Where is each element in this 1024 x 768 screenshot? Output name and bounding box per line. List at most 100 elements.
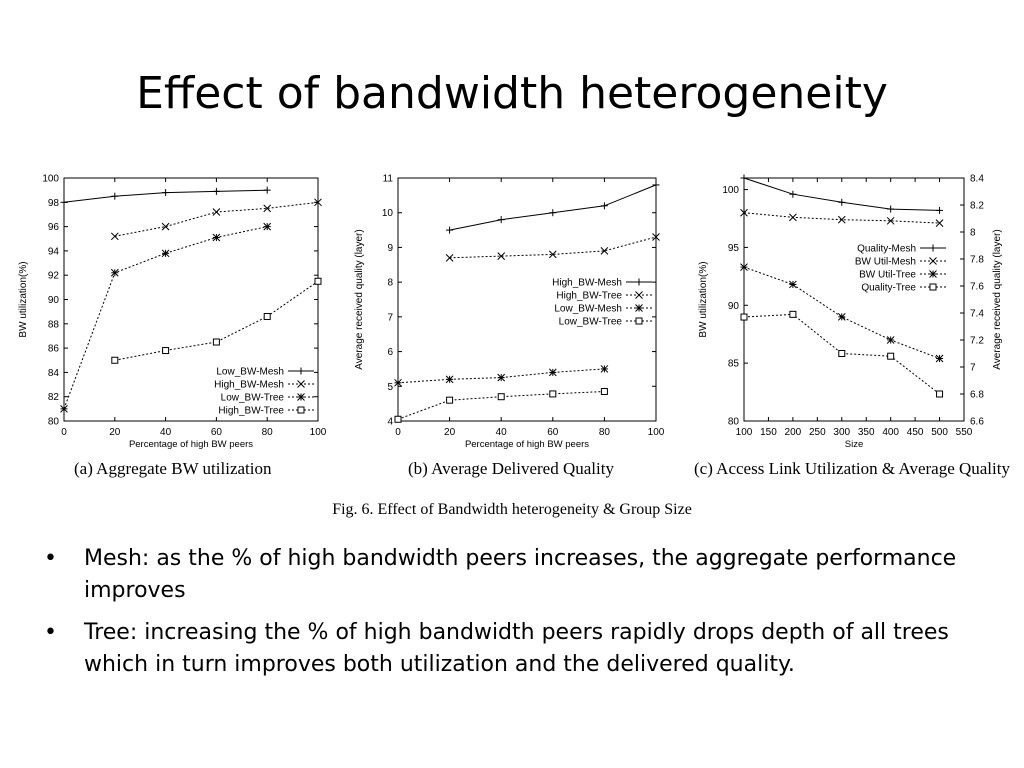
data-point-star	[161, 249, 170, 258]
plot-frame	[743, 177, 965, 422]
legend-label: BW Util-Mesh	[855, 257, 916, 268]
x-tick-label: 100	[310, 427, 327, 438]
x-axis-label: Percentage of high BW peers	[129, 439, 253, 450]
legend-marker-star	[297, 393, 305, 401]
data-point-plus	[111, 192, 119, 200]
data-point-plus	[652, 181, 660, 189]
data-point-star	[935, 354, 944, 363]
data-point-square	[740, 313, 748, 321]
y-tick-label: 98	[48, 198, 60, 209]
bullet-item: • Mesh: as the % of high bandwidth peers…	[44, 543, 964, 607]
x-tick-label: 100	[736, 427, 753, 438]
y-tick-label: 80	[728, 417, 740, 428]
x-tick-label: 350	[858, 427, 875, 438]
data-point-plus	[60, 198, 68, 206]
bullet-list: • Mesh: as the % of high bandwidth peers…	[44, 543, 964, 691]
data-point-star	[212, 233, 221, 242]
data-point-x	[314, 198, 322, 207]
series-line-square	[743, 313, 940, 395]
legend-marker-plus	[635, 278, 643, 286]
chart-b-svg: 0 20 40 60 80 100 4 5 6 7 8 9 10 11 Percentage of high…	[354, 174, 665, 451]
bullet-item: • Tree: increasing the % of high bandwid…	[44, 617, 964, 681]
data-point-square	[162, 347, 170, 355]
y-tick-label: 85	[728, 359, 740, 370]
y-axis-label: BW utilization(%)	[18, 261, 29, 337]
bullet-text: Mesh: as the % of high bandwidth peers i…	[84, 546, 957, 603]
data-point-x	[110, 232, 119, 241]
y-tick-label: 9	[387, 243, 393, 254]
data-point-square	[111, 356, 119, 364]
data-point-star	[548, 368, 557, 377]
legend-label: High_BW-Mesh	[214, 380, 284, 391]
data-point-star	[110, 268, 119, 277]
legend-marker-x	[297, 380, 305, 388]
data-point-plus	[789, 190, 797, 198]
bullet-text: Tree: increasing the % of high bandwidth…	[84, 620, 949, 677]
x-tick-label: 0	[61, 427, 67, 438]
x-tick-label: 60	[211, 427, 223, 438]
y-tick-label: 84	[48, 368, 60, 379]
legend-label: BW Util-Tree	[859, 270, 916, 281]
x-tick-label: 300	[833, 427, 850, 438]
y-tick-label: 100	[722, 185, 739, 196]
legend-label: Low_BW-Mesh	[554, 304, 622, 315]
legend-marker-x	[635, 291, 643, 299]
chart-c: 100 150 200 250 300 350 400 450 500 550 80 85 90 95 10…	[694, 165, 1022, 490]
series-line-star	[63, 226, 268, 409]
x-tick-label: 80	[599, 427, 611, 438]
legend-marker-square	[929, 283, 937, 291]
y2-tick-label: 8.2	[970, 201, 984, 212]
y-tick-label: 88	[48, 319, 60, 330]
x-tick-label: 0	[395, 427, 401, 438]
legend-marker-plus	[929, 244, 937, 252]
legend-label: Low_BW-Tree	[221, 393, 285, 404]
y-tick-label: 92	[48, 271, 60, 282]
chart-a: 0 20 40 60 80 100 80 82 84 86 88 90 92 94 96 98 100 Perce…	[14, 165, 344, 490]
data-point-x	[837, 215, 846, 224]
legend-label: Quality-Tree	[861, 283, 916, 294]
figure-caption: Fig. 6. Effect of Bandwidth heterogeneit…	[332, 501, 692, 518]
data-point-star	[497, 373, 506, 382]
chart-b: 0 20 40 60 80 100 4 5 6 7 8 9 10 11 Percentage of high…	[352, 165, 672, 490]
data-point-x	[161, 222, 170, 231]
x-tick-label: 60	[547, 427, 559, 438]
y2-tick-label: 8	[970, 228, 976, 239]
y-tick-label: 90	[48, 295, 60, 306]
y2-tick-label: 7.6	[970, 282, 984, 293]
data-point-x	[445, 253, 454, 262]
series-line-x	[743, 212, 940, 224]
bullet-dot: •	[44, 620, 57, 645]
data-point-x	[548, 250, 557, 259]
y2-tick-label: 7	[970, 363, 976, 374]
x-tick-label: 250	[809, 427, 826, 438]
y2-tick-label: 6.8	[970, 390, 984, 401]
legend-marker-star	[929, 270, 937, 278]
y2-tick-label: 8.4	[970, 174, 984, 185]
series-line-square	[397, 391, 605, 420]
chart-c-caption: (c) Access Link Utilization & Average Qu…	[694, 459, 1010, 478]
legend-label: High_BW-Tree	[218, 406, 284, 417]
series-line-x	[114, 201, 319, 237]
data-point-star	[600, 365, 609, 373]
legend-label: High_BW-Mesh	[552, 278, 622, 289]
legend-label: Quality-Mesh	[857, 244, 916, 255]
x-tick-label: 100	[648, 427, 665, 438]
data-point-x	[497, 252, 506, 260]
data-point-plus	[887, 205, 895, 213]
data-point-square	[394, 415, 402, 423]
data-point-square	[600, 387, 608, 395]
y2-axis-label: Average received quality (layer)	[992, 229, 1003, 369]
legend-marker-x	[929, 257, 937, 265]
series-line-star	[397, 368, 605, 384]
data-point-x	[740, 208, 748, 217]
data-point-square	[497, 393, 505, 401]
data-point-x	[600, 247, 609, 255]
x-axis-label: Size	[845, 439, 863, 450]
y-tick-label: 90	[728, 301, 740, 312]
x-tick-label: 150	[760, 427, 777, 438]
y2-tick-label: 6.6	[970, 417, 984, 428]
data-point-square	[212, 338, 220, 346]
data-point-square	[263, 313, 271, 321]
data-point-star	[445, 375, 454, 384]
bullet-dot: •	[44, 546, 57, 571]
